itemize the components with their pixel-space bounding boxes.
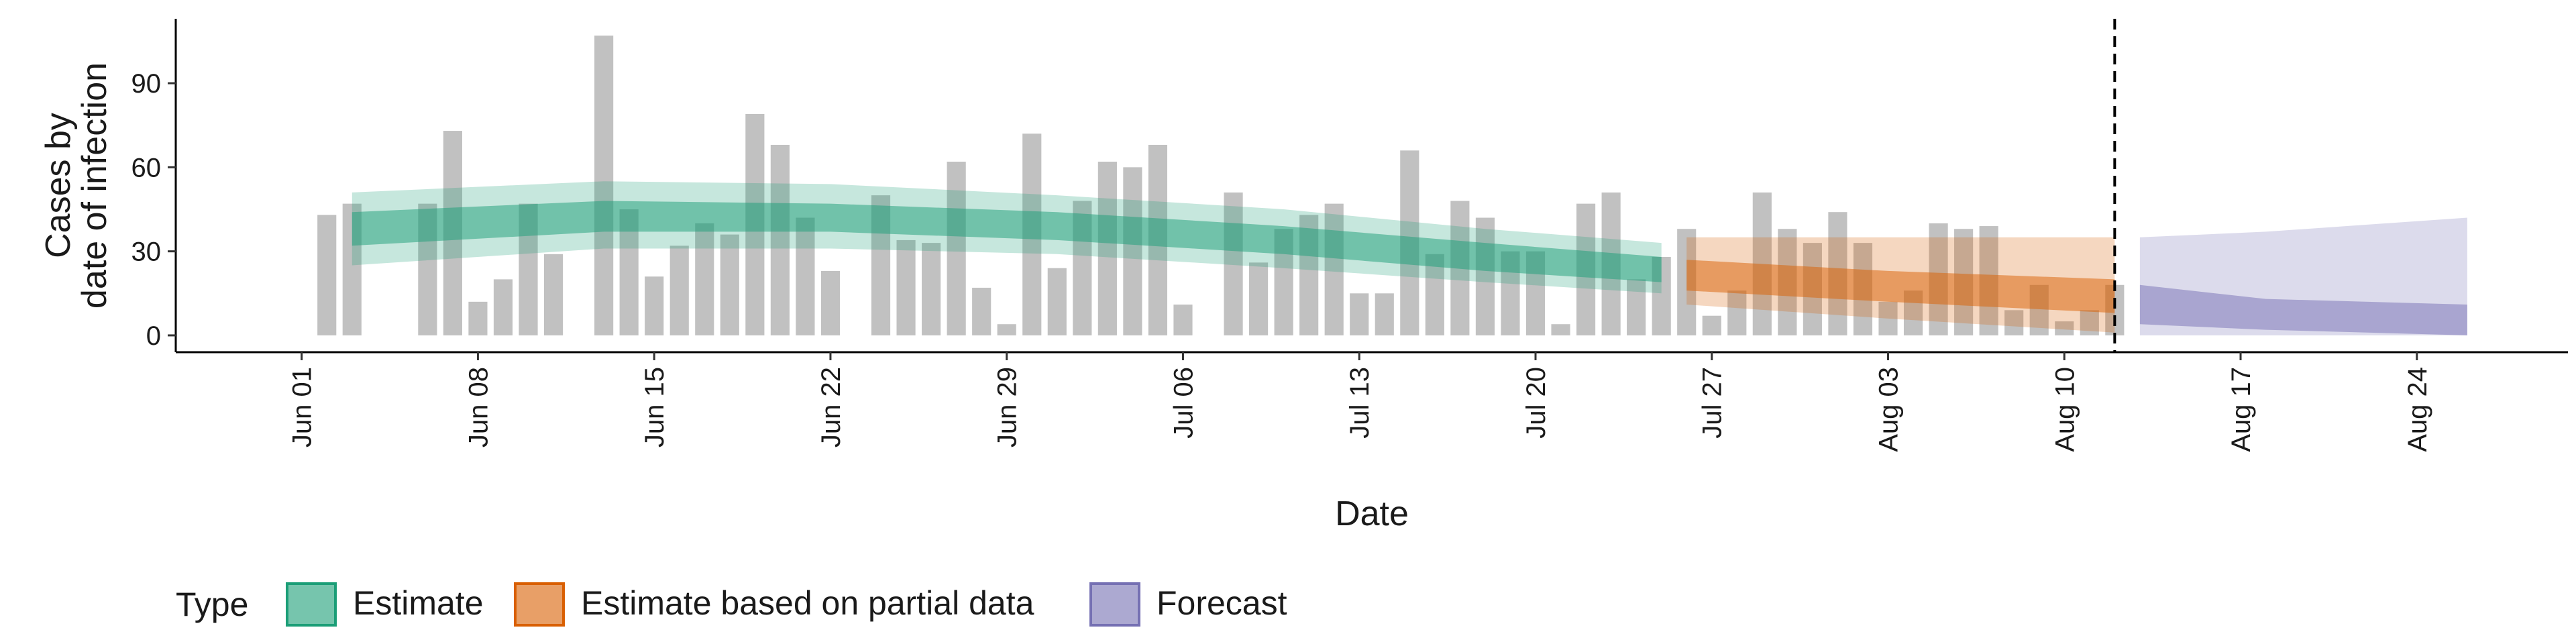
y-axis-title-line-1: Cases by	[39, 113, 78, 258]
y-tick-label: 60	[131, 153, 162, 182]
case-bar	[1173, 305, 1193, 335]
case-bar	[695, 223, 714, 335]
case-bar	[543, 254, 564, 335]
x-axis-ticks: Jun 01 Jun 08 Jun 15 Jun 22 Jun 29 Jul 06 Jul …	[288, 352, 2432, 452]
case-bar	[1878, 301, 1898, 335]
x-tick-label: Jun 01	[288, 367, 317, 447]
legend-label-partial: Estimate based on partial data	[581, 584, 1034, 622]
case-bar	[947, 162, 966, 335]
case-bar	[820, 270, 841, 335]
y-tick-label: 30	[131, 237, 162, 267]
case-bar	[796, 217, 815, 335]
legend-swatch-estimate	[286, 582, 337, 627]
case-bar	[997, 324, 1016, 335]
y-axis-title-line-2: date of infection	[75, 62, 114, 309]
case-bar	[896, 239, 916, 335]
x-tick-label: Aug 17	[2226, 367, 2256, 452]
x-tick-label: Aug 10	[2050, 367, 2080, 452]
case-bar	[1097, 162, 1117, 335]
case-bar	[645, 276, 664, 335]
case-bar	[2055, 321, 2074, 335]
x-tick-label: Jul 06	[1169, 367, 1198, 439]
y-tick-label: 0	[146, 321, 161, 351]
legend-label-estimate: Estimate	[353, 584, 484, 622]
case-bar	[594, 36, 614, 335]
case-bar	[1123, 167, 1142, 335]
case-bar	[922, 243, 941, 335]
y-tick-label: 90	[131, 69, 162, 99]
x-tick-label: Jul 13	[1345, 367, 1375, 439]
x-axis-title: Date	[1335, 494, 1409, 533]
case-bar	[1375, 293, 1394, 335]
legend-swatch-forecast	[1089, 582, 1140, 627]
case-bar	[1350, 293, 1369, 335]
x-tick-label: Jul 20	[1521, 367, 1551, 439]
x-tick-label: Aug 24	[2403, 367, 2432, 452]
case-bar	[468, 301, 488, 335]
y-axis-ticks: 0 30 60 90	[131, 69, 176, 351]
case-bar	[1727, 290, 1747, 335]
case-bar	[1425, 254, 1444, 335]
case-bar	[2080, 310, 2099, 335]
x-tick-label: Jun 29	[993, 367, 1022, 447]
x-tick-label: Aug 03	[1874, 367, 1904, 452]
x-tick-label: Jun 08	[464, 367, 493, 447]
case-bar	[1047, 268, 1067, 335]
x-tick-label: Jun 22	[816, 367, 846, 447]
axes	[174, 19, 2568, 354]
case-bar	[720, 234, 739, 335]
case-bar	[1324, 203, 1344, 335]
case-bar	[770, 144, 790, 335]
case-bar	[493, 279, 513, 335]
case-bar	[1224, 192, 1243, 335]
x-tick-label: Jun 15	[640, 367, 669, 447]
partial-band-50	[1686, 260, 2115, 313]
estimate-band-50	[352, 201, 1662, 282]
legend-label-forecast: Forecast	[1157, 584, 1287, 622]
case-bar	[1249, 262, 1269, 335]
estimate-bands	[352, 181, 2467, 335]
forecast-band-50	[2139, 284, 2467, 335]
case-bar	[317, 215, 337, 335]
case-bar	[2004, 310, 2024, 335]
case-bar	[972, 287, 991, 335]
case-bar	[669, 246, 689, 335]
legend-swatch-partial	[514, 582, 565, 627]
case-bar	[1702, 315, 1721, 335]
legend: Type Estimate Estimate based on partial d…	[176, 582, 1287, 627]
case-bar	[1551, 324, 1570, 335]
legend-title: Type	[176, 586, 248, 623]
x-tick-label: Jul 27	[1698, 367, 1727, 439]
case-bar	[1627, 279, 1646, 335]
case-bar	[1475, 217, 1495, 335]
